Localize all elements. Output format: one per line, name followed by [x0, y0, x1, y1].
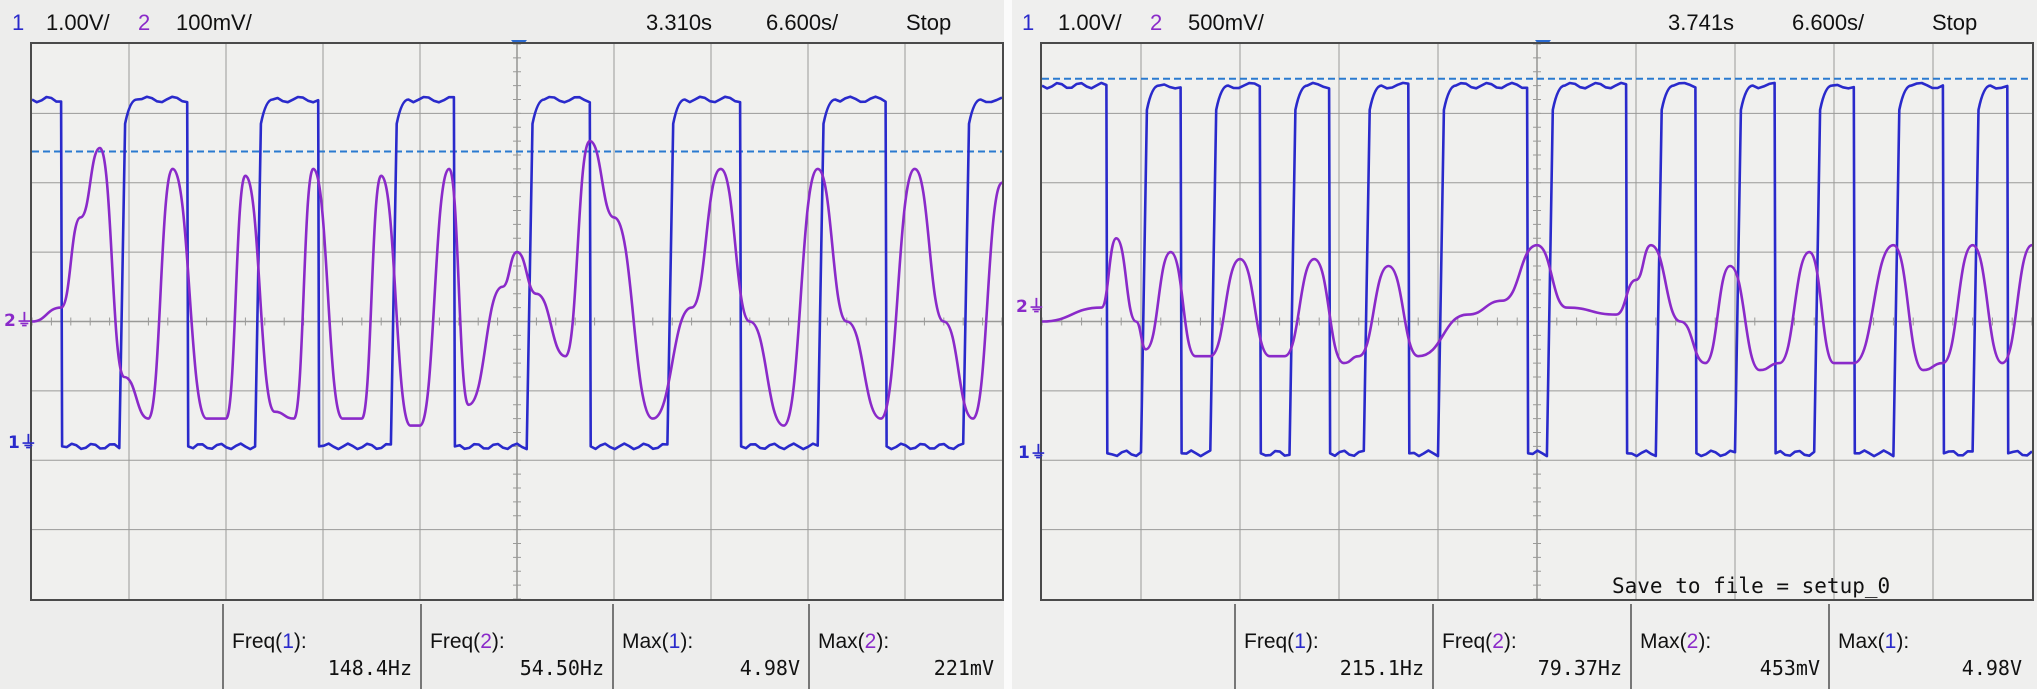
- ch2-label[interactable]: 2: [1150, 10, 1163, 35]
- run-state[interactable]: Stop: [1932, 10, 1978, 35]
- measurement-max-1[interactable]: Max(1): 4.98V: [612, 604, 808, 689]
- measurement-value: 79.37Hz: [1537, 656, 1622, 680]
- waveform-plot: [32, 44, 1002, 599]
- status-bar: 1 1.00V/ 2 100mV/ 3.310s 6.600s/ Stop: [0, 0, 1008, 42]
- measurement-value: 215.1Hz: [1339, 656, 1424, 680]
- measurement-label: Freq(2):: [1442, 630, 1517, 653]
- measurement-max-1[interactable]: Max(1): 4.98V: [1828, 604, 2030, 689]
- save-message: Save to file = setup_0: [1612, 574, 1891, 598]
- measurement-value: 54.50Hz: [519, 656, 604, 680]
- ch1-ground-marker: 1⏚: [8, 433, 37, 453]
- measurement-label: Freq(2):: [430, 630, 505, 653]
- scope-right: 1 1.00V/ 2 500mV/ 3.741s 6.600s/ Stop 2⏚…: [1012, 0, 2037, 689]
- series-2-trace: [1042, 237, 2032, 372]
- run-state[interactable]: Stop: [906, 10, 952, 35]
- scope-left: 1 1.00V/ 2 100mV/ 3.310s 6.600s/ Stop 2⏚…: [0, 0, 1008, 689]
- measurement-freq-2[interactable]: Freq(2): 79.37Hz: [1432, 604, 1630, 689]
- ch2-ground-marker: 2⏚: [4, 311, 33, 331]
- delay-readout: 6.600s/: [1792, 10, 1865, 35]
- timebase-readout: 3.741s: [1668, 10, 1735, 35]
- waveform-screen: [1040, 42, 2034, 601]
- ch2-scale: 100mV/: [176, 10, 252, 35]
- ch1-label[interactable]: 1: [12, 10, 25, 35]
- measurement-value: 453mV: [1759, 656, 1820, 680]
- waveform-plot: [1042, 44, 2032, 599]
- timebase-readout: 3.310s: [646, 10, 713, 35]
- ch2-scale: 500mV/: [1188, 10, 1264, 35]
- measurement-bar: Freq(1): 148.4Hz Freq(2): 54.50Hz Max(1)…: [0, 604, 1008, 689]
- ch2-ground-marker: 2⏚: [1016, 297, 1045, 317]
- measurement-value: 221mV: [933, 656, 994, 680]
- series-1-trace: [1042, 81, 2032, 458]
- measurement-label: Max(2):: [1640, 630, 1712, 653]
- ch1-scale: 1.00V/: [1058, 10, 1122, 35]
- measurement-value: 4.98V: [739, 656, 800, 680]
- measurement-label: Freq(1):: [232, 630, 307, 653]
- ch1-ground-marker: 1⏚: [1018, 443, 1047, 463]
- measurement-label: Max(2):: [818, 630, 890, 653]
- measurement-freq-2[interactable]: Freq(2): 54.50Hz: [420, 604, 612, 689]
- measurement-label: Max(1):: [1838, 630, 1910, 653]
- measurement-max-2[interactable]: Max(2): 453mV: [1630, 604, 1828, 689]
- delay-readout: 6.600s/: [766, 10, 839, 35]
- measurement-freq-1[interactable]: Freq(1): 148.4Hz: [222, 604, 420, 689]
- status-bar: 1 1.00V/ 2 500mV/ 3.741s 6.600s/ Stop: [1012, 0, 2037, 42]
- measurement-freq-1[interactable]: Freq(1): 215.1Hz: [1234, 604, 1432, 689]
- series-1-trace: [32, 95, 1002, 451]
- waveform-screen: [30, 42, 1004, 601]
- ch1-label[interactable]: 1: [1022, 10, 1035, 35]
- measurement-value: 148.4Hz: [327, 656, 412, 680]
- measurement-max-2[interactable]: Max(2): 221mV: [808, 604, 1002, 689]
- measurement-label: Max(1):: [622, 630, 694, 653]
- measurement-value: 4.98V: [1961, 656, 2022, 680]
- ch2-label[interactable]: 2: [138, 10, 151, 35]
- series-2-trace: [32, 139, 1002, 427]
- measurement-label: Freq(1):: [1244, 630, 1319, 653]
- measurement-bar: Freq(1): 215.1Hz Freq(2): 79.37Hz Max(2)…: [1012, 604, 2037, 689]
- ch1-scale: 1.00V/: [46, 10, 110, 35]
